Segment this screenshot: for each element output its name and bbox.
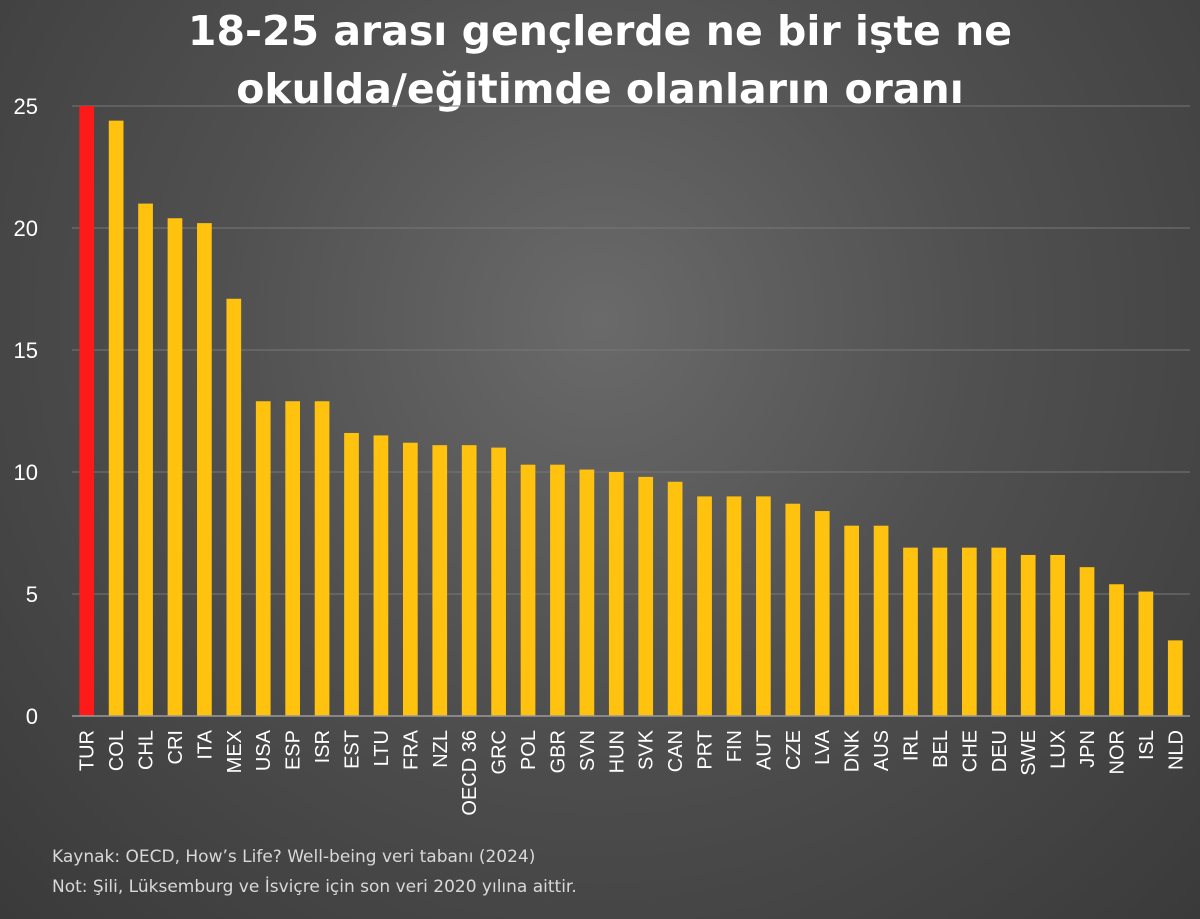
bar-aus xyxy=(873,525,889,716)
x-tick-label: GRC xyxy=(489,730,511,774)
bar-swe xyxy=(1020,554,1036,716)
bar-jpn xyxy=(1079,567,1095,716)
x-tick-label: NZL xyxy=(430,730,452,768)
chart-title-line-1: 18-25 arası gençlerde ne bir işte ne xyxy=(187,7,1013,55)
x-tick-label: ISL xyxy=(1136,730,1158,760)
bar-bel xyxy=(932,547,948,716)
bar-ita xyxy=(197,223,212,716)
bar-fin xyxy=(726,496,742,716)
x-tick-label: LVA xyxy=(812,729,834,764)
x-tick-label: SVK xyxy=(636,729,658,770)
bar-svn xyxy=(579,469,595,716)
x-tick-label: DEU xyxy=(989,730,1011,772)
bar-chl xyxy=(138,203,153,717)
x-tick-label: CHE xyxy=(959,730,981,772)
x-tick-label: AUS xyxy=(871,730,893,771)
x-tick-label: OECD 36 xyxy=(459,730,481,816)
bar-lva xyxy=(814,511,830,716)
bar-isr xyxy=(314,401,330,716)
bar-deu xyxy=(991,547,1007,716)
x-tick-label: FRA xyxy=(400,729,422,770)
bar-prt xyxy=(697,496,712,716)
bar-lux xyxy=(1050,554,1065,716)
bar-isl xyxy=(1138,591,1154,716)
x-tick-label: BEL xyxy=(930,730,952,768)
x-tick-label: LTU xyxy=(371,730,393,766)
x-tick-label: CZE xyxy=(783,730,805,770)
bar-est xyxy=(344,432,359,716)
x-tick-label: LUX xyxy=(1048,730,1070,769)
bar-tur xyxy=(79,106,95,716)
x-tick-label: MEX xyxy=(224,730,246,773)
bar-svk xyxy=(638,476,654,716)
y-tick-label: 25 xyxy=(14,94,38,119)
x-tick-label: IRL xyxy=(901,730,923,761)
bar-gbr xyxy=(550,464,565,716)
x-tick-label: GBR xyxy=(547,730,569,773)
x-tick-label: POL xyxy=(518,730,540,770)
bar-pol xyxy=(520,464,536,716)
chart-title: 18-25 arası gençlerde ne bir işte ne oku… xyxy=(0,2,1200,118)
bar-grc xyxy=(491,447,506,716)
x-tick-label: SVN xyxy=(577,730,599,771)
bar-irl xyxy=(903,547,918,716)
bar-oecd-36 xyxy=(461,445,477,716)
bar-cri xyxy=(167,218,183,717)
bar-che xyxy=(961,547,977,716)
x-tick-label: CRI xyxy=(165,730,187,764)
bar-esp xyxy=(285,401,301,716)
bar-cze xyxy=(785,503,801,716)
x-tick-label: JPN xyxy=(1077,730,1099,768)
bars xyxy=(79,106,1183,717)
bar-col xyxy=(108,120,124,716)
y-axis-ticks: 0 5 10 15 20 25 xyxy=(14,94,38,729)
x-tick-label: NLD xyxy=(1165,730,1187,770)
bar-mex xyxy=(226,298,242,716)
chart-notes: Kaynak: OECD, How’s Life? Well-being ver… xyxy=(52,842,577,902)
x-tick-label: CAN xyxy=(665,730,687,772)
bar-nzl xyxy=(432,445,448,716)
y-tick-label: 0 xyxy=(26,704,38,729)
bar-aut xyxy=(756,496,771,716)
y-tick-label: 5 xyxy=(26,582,38,607)
x-tick-label: USA xyxy=(253,729,275,771)
y-tick-label: 10 xyxy=(14,460,38,485)
bar-ltu xyxy=(373,435,389,716)
data-note: Not: Şili, Lüksemburg ve İsviçre için so… xyxy=(52,877,577,897)
x-tick-label: CHL xyxy=(136,730,158,770)
bar-usa xyxy=(255,401,271,716)
x-tick-label: HUN xyxy=(606,730,628,773)
x-tick-label: COL xyxy=(106,730,128,771)
x-tick-label: PRT xyxy=(695,730,717,770)
x-tick-label: DNK xyxy=(842,729,864,772)
x-tick-label: AUT xyxy=(753,730,775,770)
x-tick-label: TUR xyxy=(77,730,99,771)
bar-nld xyxy=(1167,640,1183,716)
bar-fra xyxy=(402,442,418,716)
y-tick-label: 15 xyxy=(14,338,38,363)
source-note: Kaynak: OECD, How’s Life? Well-being ver… xyxy=(52,847,536,867)
x-tick-label: SWE xyxy=(1018,730,1040,776)
x-tick-label: ISR xyxy=(312,730,334,763)
x-axis-labels: TUR COL CHL CRI ITA MEX USA ESP ISR EST LTU FRA NZL O… xyxy=(77,729,1188,815)
bar-dnk xyxy=(844,525,860,716)
y-tick-label: 20 xyxy=(14,216,38,241)
bar-hun xyxy=(608,472,624,716)
x-tick-label: NOR xyxy=(1106,730,1128,774)
x-tick-label: FIN xyxy=(724,730,746,762)
x-tick-label: ESP xyxy=(283,730,305,770)
bar-nor xyxy=(1109,584,1124,716)
x-tick-label: EST xyxy=(342,730,364,769)
chart-title-line-2: okulda/eğitimde olanların oranı xyxy=(236,65,964,113)
x-tick-label: ITA xyxy=(194,729,216,759)
bar-can xyxy=(667,481,683,716)
